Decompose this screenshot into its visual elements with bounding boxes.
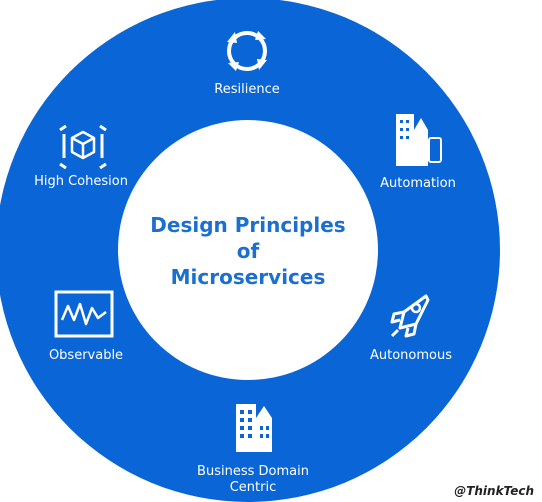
principle-label-autonomous: Autonomous [369, 348, 453, 363]
watermark: @ThinkTech [454, 484, 534, 498]
title-line-2: of [236, 239, 260, 263]
rocket-icon [390, 294, 430, 338]
principle-label-line-2: Centric [229, 480, 277, 495]
principle-label-observable: Observable [48, 348, 124, 363]
principle-label-business-domain-centric: Business Domain Centric [197, 464, 309, 496]
buildings-devices-icon [396, 114, 442, 166]
principle-label-automation: Automation [380, 176, 456, 191]
title-line-1: Design Principles [150, 213, 346, 237]
principle-label-resilience: Resilience [214, 82, 280, 97]
monitor-waveform-icon [54, 290, 114, 338]
principle-label-high-cohesion: High Cohesion [34, 174, 128, 189]
principle-label-line-1: Business Domain [197, 464, 309, 479]
cube-icon [59, 124, 107, 170]
diagram-title: Design Principles of Microservices [128, 212, 368, 290]
title-line-3: Microservices [170, 265, 326, 289]
city-buildings-icon [236, 404, 272, 452]
refresh-cycle-icon [227, 31, 267, 71]
